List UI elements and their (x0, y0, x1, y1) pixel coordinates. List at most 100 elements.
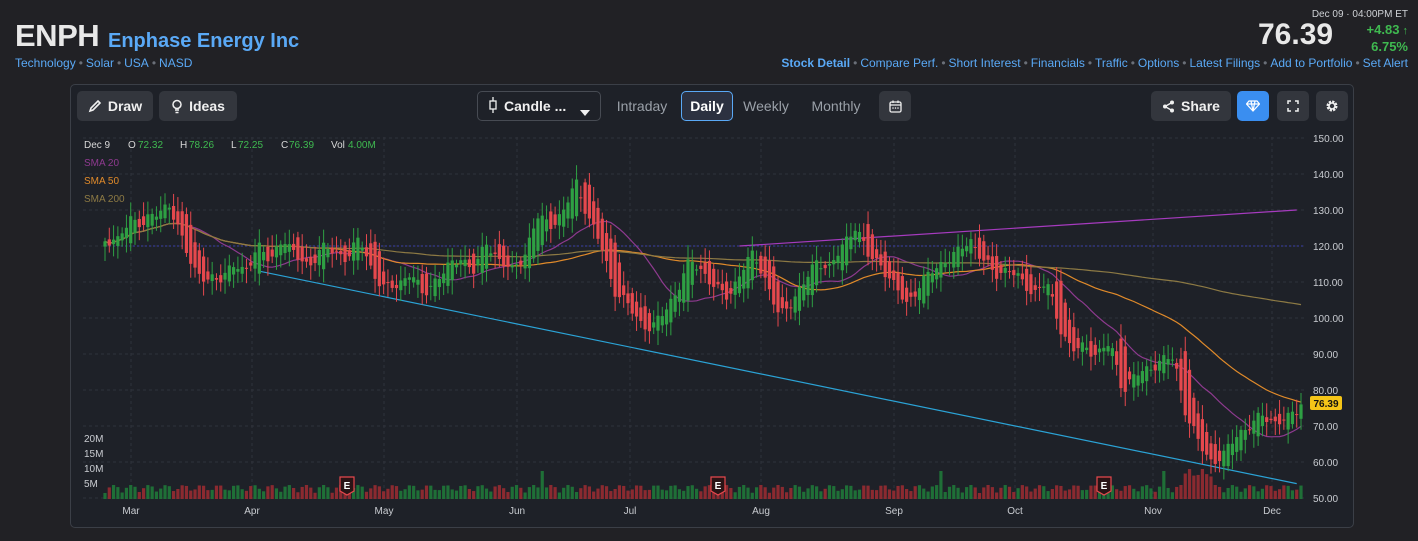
x-tick-label: Mar (122, 506, 140, 517)
volume-bar (845, 485, 849, 499)
volume-bar (394, 486, 399, 499)
price-chart[interactable]: 150.00 140.00 130.00 120.00 110.00 100.00 90.0… (71, 129, 1353, 527)
chart-type-select[interactable]: Candle ... (477, 91, 601, 121)
ideas-button[interactable]: Ideas (159, 91, 237, 121)
tag-sector[interactable]: Technology (15, 56, 76, 70)
volume-bar (107, 487, 111, 499)
candle-body (459, 260, 463, 265)
candle-body (947, 261, 952, 263)
candle-body (322, 242, 326, 270)
last-price-tag (1310, 395, 1342, 410)
tab-daily[interactable]: Daily (681, 91, 733, 121)
candle-body (454, 264, 459, 268)
share-button[interactable]: Share (1151, 91, 1231, 121)
earnings-marker-label: E (344, 481, 351, 492)
volume-bar (262, 491, 266, 499)
volume-bar (742, 485, 746, 499)
volume-bar (450, 489, 454, 499)
volume-bar (236, 485, 240, 499)
candle-body (926, 271, 930, 296)
volume-bar (566, 485, 570, 499)
trendlines[interactable] (259, 209, 1297, 485)
candle-body (141, 216, 146, 226)
volume-bar (244, 490, 249, 499)
candle-body (472, 253, 476, 274)
volume-bar (171, 491, 176, 499)
link-set-alert[interactable]: Set Alert (1362, 56, 1408, 70)
tab-weekly[interactable]: Weekly (743, 98, 789, 114)
candle-body (1102, 347, 1106, 352)
candle-body (733, 281, 737, 295)
volume-bar (977, 492, 982, 499)
volume-bar (643, 490, 647, 499)
volume-bar (1265, 485, 1269, 499)
volume-bar (424, 485, 429, 499)
candle-body (660, 316, 664, 326)
tab-monthly[interactable]: Monthly (811, 98, 861, 114)
trendline (739, 209, 1297, 247)
volume-bar (1089, 485, 1093, 499)
volume-bar (480, 485, 484, 499)
volume-bar (875, 490, 879, 499)
link-traffic[interactable]: Traffic (1095, 56, 1128, 70)
candle-body (866, 224, 870, 257)
candle-body (1119, 338, 1123, 389)
draw-button[interactable]: Draw (77, 91, 153, 121)
link-options[interactable]: Options (1137, 56, 1180, 70)
volume-bar (797, 486, 802, 499)
company-name-link[interactable]: Enphase Energy Inc (108, 30, 300, 52)
premium-button[interactable] (1237, 91, 1269, 121)
link-financials[interactable]: Financials (1030, 56, 1085, 70)
tag-country[interactable]: USA (124, 56, 149, 70)
candle-body (1033, 285, 1037, 290)
link-compare-perf[interactable]: Compare Perf. (860, 56, 939, 70)
volume-bar (111, 485, 116, 499)
candle-body (1226, 443, 1230, 467)
volume-bar (129, 485, 133, 499)
date-range-button[interactable] (879, 91, 911, 121)
candle-body (772, 266, 776, 305)
candle-body (574, 179, 579, 217)
candle-body (1175, 362, 1179, 369)
candle-body (557, 214, 561, 226)
volume-bar (892, 490, 896, 499)
tab-intraday[interactable]: Intraday (616, 98, 668, 114)
volume-bar (317, 487, 321, 499)
candle-body (1085, 347, 1089, 351)
volume-bar (506, 492, 510, 499)
volume-bar (626, 490, 630, 499)
volume-bar (802, 491, 806, 499)
candle-body (232, 267, 236, 275)
volume-bar (189, 490, 193, 499)
candle-body (1055, 281, 1059, 319)
volume-bar (965, 487, 969, 499)
volume-bar (806, 488, 810, 499)
volume-bar (699, 491, 703, 499)
link-stock-detail[interactable]: Stock Detail (781, 56, 851, 70)
volume-bar (467, 489, 471, 499)
fullscreen-button[interactable] (1277, 91, 1309, 121)
candle-body (382, 271, 386, 285)
link-short-interest[interactable]: Short Interest (948, 56, 1021, 70)
volume-bar (853, 490, 857, 499)
tag-exchange[interactable]: NASD (159, 56, 193, 70)
tag-industry[interactable]: Solar (85, 56, 114, 70)
link-latest-filings[interactable]: Latest Filings (1189, 56, 1261, 70)
candle-body (236, 269, 240, 272)
volume-bar (823, 488, 827, 499)
candle-body (1290, 411, 1295, 425)
candle-body (424, 273, 429, 296)
volume-bar (1063, 490, 1067, 499)
arrow-up-icon: ↑ (1399, 25, 1408, 37)
volume-bar (1256, 491, 1260, 499)
candle-body (896, 272, 900, 291)
quote-header: ENPH Enphase Energy Inc Technology • Solar… (0, 0, 1418, 84)
link-add-to-portfolio[interactable]: Add to Portfolio (1270, 56, 1353, 70)
settings-button[interactable] (1316, 91, 1348, 121)
legend-sma-50: SMA 50 (84, 176, 119, 187)
volume-bar (1235, 486, 1239, 499)
ticker-symbol: ENPH (15, 18, 100, 53)
ohlc-close: 76.39 (289, 140, 314, 151)
x-tick-label: Jun (509, 506, 525, 517)
